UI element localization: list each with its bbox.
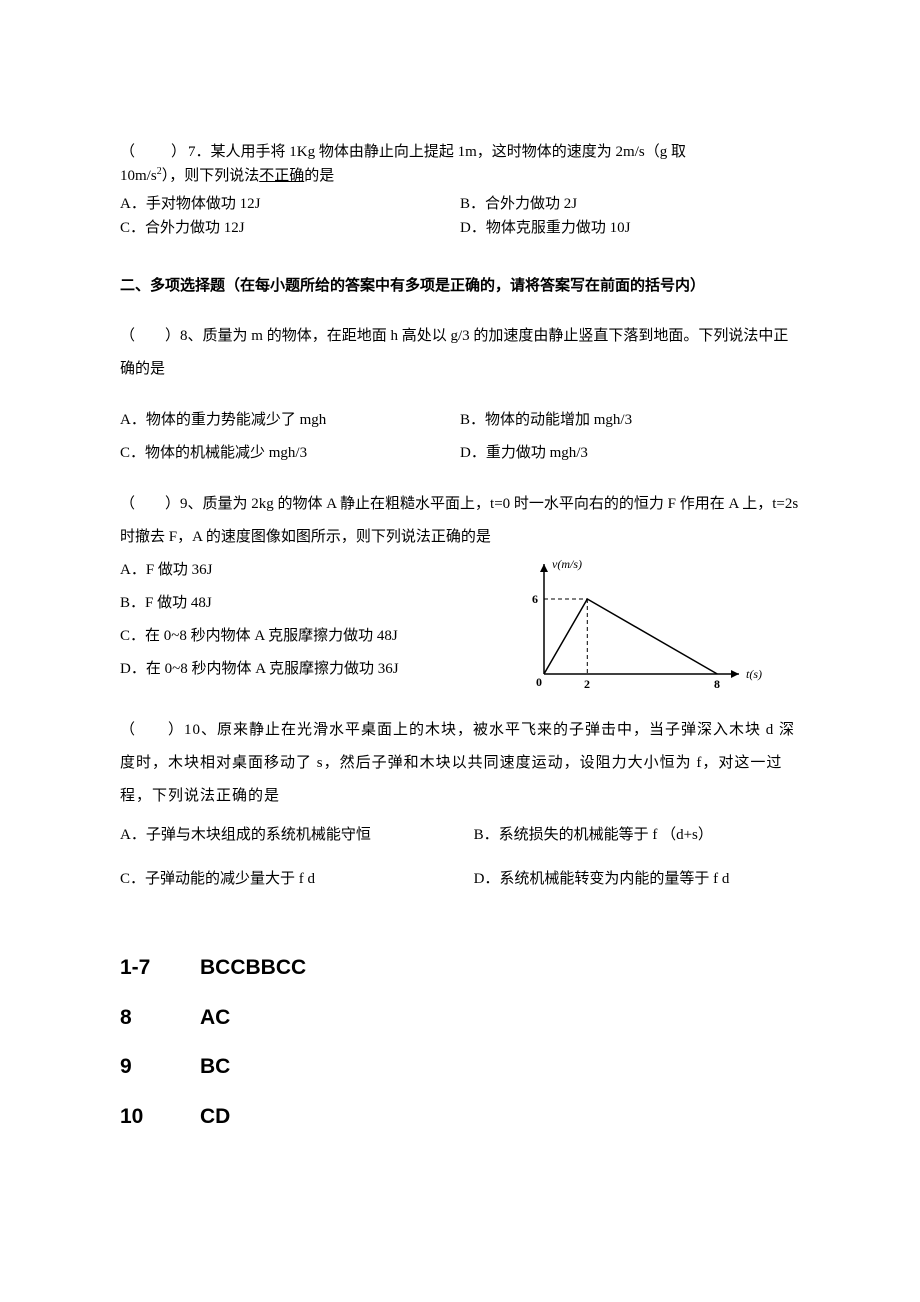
answer-1-val: BCCBBCC	[200, 951, 306, 985]
q9-optB: B．F 做功 48J	[120, 587, 494, 620]
q7-underline: 不正确	[259, 168, 304, 184]
chart-xlabel: t(s)	[746, 667, 762, 681]
answer-3-key: 9	[120, 1050, 200, 1084]
q10-paren: （ ）	[120, 722, 184, 738]
q9-chart: v(m/s) t(s) 0 6 2 8	[494, 554, 800, 694]
q9-optD: D．在 0~8 秒内物体 A 克服摩擦力做功 36J	[120, 653, 494, 686]
document-page: （ ）7．某人用手将 1Kg 物体由静止向上提起 1m，这时物体的速度为 2m/…	[0, 0, 920, 1209]
q7-line2b: ），则下列说法	[162, 168, 260, 184]
answer-row-1: 1-7 BCCBBCC	[120, 951, 800, 985]
q7-stem: （ ）7．某人用手将 1Kg 物体由静止向上提起 1m，这时物体的速度为 2m/…	[120, 140, 800, 188]
chart-x2: 2	[584, 677, 590, 691]
q9-num: 9、	[180, 496, 203, 512]
q10-optC: C．子弹动能的减少量大于 f d	[120, 867, 474, 891]
q9-optC: C．在 0~8 秒内物体 A 克服摩擦力做功 48J	[120, 620, 494, 653]
answer-2-key: 8	[120, 1001, 200, 1035]
chart-x8: 8	[714, 677, 720, 691]
q9-optA: A．F 做功 36J	[120, 554, 494, 587]
q7-optC: C．合外力做功 12J	[120, 216, 460, 240]
q8-optD: D．重力做功 mgh/3	[460, 437, 800, 470]
answer-1-key: 1-7	[120, 951, 200, 985]
q8-optC: C．物体的机械能减少 mgh/3	[120, 437, 460, 470]
q9-stem: （ ）9、质量为 2kg 的物体 A 静止在粗糙水平面上，t=0 时一水平向右的…	[120, 488, 800, 554]
q10-num: 10、	[184, 722, 217, 738]
q8-paren: （ ）	[120, 328, 180, 344]
q7-optB: B．合外力做功 2J	[460, 192, 800, 216]
answer-4-key: 10	[120, 1100, 200, 1134]
q9-paren: （ ）	[120, 496, 180, 512]
answer-4-val: CD	[200, 1100, 230, 1134]
q7-optD: D．物体克服重力做功 10J	[460, 216, 800, 240]
q7-num: 7．	[188, 144, 211, 160]
q10-optB: B．系统损失的机械能等于 f （d+s）	[474, 823, 800, 847]
answer-key: 1-7 BCCBBCC 8 AC 9 BC 10 CD	[120, 951, 800, 1133]
q8-options: A．物体的重力势能减少了 mgh B．物体的动能增加 mgh/3 C．物体的机械…	[120, 404, 800, 470]
q10-options: A．子弹与木块组成的系统机械能守恒 B．系统损失的机械能等于 f （d+s） C…	[120, 823, 800, 891]
chart-y6: 6	[532, 592, 538, 606]
answer-row-3: 9 BC	[120, 1050, 800, 1084]
q10-stem-text: 原来静止在光滑水平桌面上的木块，被水平飞来的子弹击中，当子弹深入木块 d 深度时…	[120, 722, 795, 804]
velocity-time-chart: v(m/s) t(s) 0 6 2 8	[514, 554, 774, 694]
q7-optA: A．手对物体做功 12J	[120, 192, 460, 216]
q9-body: A．F 做功 36J B．F 做功 48J C．在 0~8 秒内物体 A 克服摩…	[120, 554, 800, 694]
q9-stem-text: 质量为 2kg 的物体 A 静止在粗糙水平面上，t=0 时一水平向右的的恒力 F…	[120, 496, 798, 545]
q8-stem-text: 质量为 m 的物体，在距地面 h 高处以 g/3 的加速度由静止竖直下落到地面。…	[120, 328, 788, 377]
answer-row-2: 8 AC	[120, 1001, 800, 1035]
answer-row-4: 10 CD	[120, 1100, 800, 1134]
q10-optA: A．子弹与木块组成的系统机械能守恒	[120, 823, 474, 847]
q8-num: 8、	[180, 328, 203, 344]
answer-3-val: BC	[200, 1050, 230, 1084]
section2-heading: 二、多项选择题（在每小题所给的答案中有多项是正确的，请将答案写在前面的括号内）	[120, 274, 800, 298]
q10-stem: （ ）10、原来静止在光滑水平桌面上的木块，被水平飞来的子弹击中，当子弹深入木块…	[120, 714, 800, 813]
q7-options: A．手对物体做功 12J B．合外力做功 2J C．合外力做功 12J D．物体…	[120, 192, 800, 240]
q7-line2c: 的是	[304, 168, 334, 184]
chart-ylabel: v(m/s)	[552, 557, 582, 571]
q7-line2a: 10m/s	[120, 168, 157, 184]
q9-options: A．F 做功 36J B．F 做功 48J C．在 0~8 秒内物体 A 克服摩…	[120, 554, 494, 686]
answer-2-val: AC	[200, 1001, 230, 1035]
q8-stem: （ ）8、质量为 m 的物体，在距地面 h 高处以 g/3 的加速度由静止竖直下…	[120, 320, 800, 386]
q8-optA: A．物体的重力势能减少了 mgh	[120, 404, 460, 437]
q8-optB: B．物体的动能增加 mgh/3	[460, 404, 800, 437]
chart-origin: 0	[536, 675, 542, 689]
q10-optD: D．系统机械能转变为内能的量等于 f d	[474, 867, 800, 891]
q7-line1: 某人用手将 1Kg 物体由静止向上提起 1m，这时物体的速度为 2m/s（g 取	[211, 144, 686, 160]
q7-paren: （ ）	[120, 144, 188, 160]
